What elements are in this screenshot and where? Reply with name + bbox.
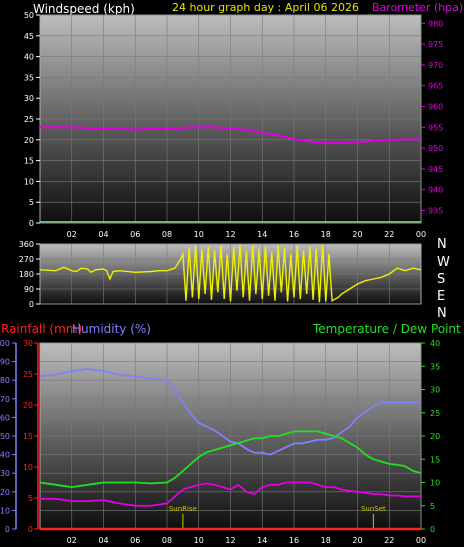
humidity-tick-label: 40 [0,451,10,460]
sun-event-label: SunSet [361,505,386,513]
temperature-dewpoint-axis-title: Temperature / Dew Point (°C) [312,322,464,336]
direction-tick-label: 360 [19,240,34,249]
windspeed-tick-label: 30 [24,94,34,103]
temperature-tick-label: 25 [430,409,440,418]
temperature-tick-label: 15 [430,455,440,464]
humidity-tick-label: 10 [0,506,10,515]
windspeed-tick-label: 45 [24,32,34,41]
temperature-tick-label: 10 [430,479,440,488]
barometer-tick-label: 970 [428,61,443,70]
hour-tick-label: 04 [98,230,108,239]
windspeed-tick-label: 40 [24,53,34,62]
wind-barometer-panel: 0 5 10 15 20 25 30 35 40 45 50 935 940 945 950 955 960 9… [24,11,443,239]
hour-tick-label: 06 [130,536,140,545]
temperature-tick-label: 5 [430,502,435,511]
hour-tick-label: 10 [194,536,204,545]
rainfall-tick-label: 5 [28,494,33,503]
windspeed-tick-label: 10 [24,177,34,186]
barometer-tick-label: 945 [428,165,443,174]
hour-tick-label: 22 [384,230,394,239]
sun-event-label: SunRise [169,505,197,513]
hour-tick-label: 14 [257,230,267,239]
windspeed-tick-label: 50 [24,11,34,20]
hour-tick-label: 10 [194,230,204,239]
temperature-tick-label: 0 [430,525,435,534]
compass-label: S [437,272,445,287]
rainfall-axis-title: Rainfall (mm) [1,322,82,336]
hour-tick-label: 00 [416,230,426,239]
windspeed-tick-label: 5 [29,198,34,207]
barometer-tick-label: 955 [428,123,443,132]
dewpoint-line [40,481,421,507]
hour-tick-label: 18 [321,230,331,239]
temperature-tick-label: 20 [430,432,440,441]
humidity-tick-label: 30 [0,469,10,478]
humidity-tick-label: 60 [0,413,10,422]
hour-tick-label: 02 [67,536,77,545]
temperature-tick-label: 35 [430,362,440,371]
hour-tick-label: 04 [98,536,108,545]
hour-tick-label: 18 [321,536,331,545]
rain-humidity-temp-panel: 0 10 20 30 40 50 60 70 80 90 100 0 5 10 15 20 25 30 0 5 10… [0,339,440,545]
compass-label: N [437,237,447,252]
hour-tick-label: 20 [352,230,362,239]
barometer-axis-title: Barometer (hpa) [372,1,463,14]
windspeed-tick-label: 15 [24,157,34,166]
humidity-tick-label: 80 [0,376,10,385]
hour-tick-label: 02 [67,230,77,239]
barometer-tick-label: 960 [428,103,443,112]
barometer-tick-label: 950 [428,144,443,153]
chart-title: 24 hour graph day : April 06 2026 [172,1,359,14]
direction-tick-label: 0 [29,300,34,309]
rainfall-tick-label: 0 [28,525,33,534]
humidity-tick-label: 50 [0,432,10,441]
rainfall-tick-label: 15 [23,432,33,441]
barometer-line [40,126,421,145]
hour-tick-label: 00 [416,536,426,545]
hour-tick-label: 06 [130,230,140,239]
hour-tick-label: 08 [162,536,172,545]
temperature-line [39,430,422,489]
windspeed-tick-label: 25 [24,115,34,124]
hour-tick-label: 14 [257,536,267,545]
barometer-tick-label: 940 [428,186,443,195]
windspeed-tick-label: 0 [29,219,34,228]
compass-label: W [437,255,450,270]
humidity-line [39,368,421,456]
temperature-tick-label: 30 [430,386,440,395]
humidity-tick-label: 20 [0,488,10,497]
hour-tick-label: 20 [352,536,362,545]
wind-direction-line [39,244,422,303]
hour-tick-label: 16 [289,536,299,545]
hour-tick-label: 08 [162,230,172,239]
compass-label: N [437,306,447,321]
barometer-tick-label: 975 [428,40,443,49]
humidity-tick-label: 100 [0,339,10,348]
hour-tick-label: 12 [225,230,235,239]
barometer-tick-label: 935 [428,207,443,216]
humidity-axis-title: Humidity (%) [72,322,151,336]
rainfall-tick-label: 10 [23,463,33,472]
humidity-tick-label: 90 [0,358,10,367]
compass-label: E [437,289,445,304]
windspeed-axis-title: Windspeed (kph) [33,2,135,16]
barometer-tick-label: 980 [428,19,443,28]
windspeed-tick-label: 20 [24,136,34,145]
hour-tick-label: 16 [289,230,299,239]
rainfall-tick-label: 20 [23,401,33,410]
direction-tick-label: 270 [19,255,34,264]
humidity-tick-label: 70 [0,395,10,404]
windspeed-tick-label: 35 [24,73,34,82]
direction-tick-label: 180 [19,270,34,279]
barometer-tick-label: 965 [428,82,443,91]
rainfall-tick-label: 25 [23,370,33,379]
hour-tick-label: 22 [384,536,394,545]
temperature-tick-label: 40 [430,339,440,348]
humidity-tick-label: 0 [5,525,10,534]
hour-tick-label: 12 [225,536,235,545]
rainfall-tick-label: 30 [23,339,33,348]
direction-tick-label: 90 [24,285,34,294]
